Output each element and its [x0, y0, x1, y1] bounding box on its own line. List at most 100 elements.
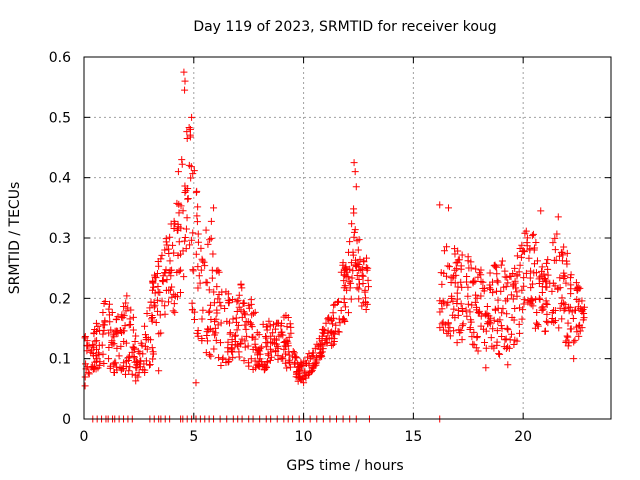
data-point: [114, 313, 122, 321]
data-point: [168, 293, 176, 301]
data-point: [83, 347, 91, 355]
data-point: [543, 301, 551, 309]
data-point: [197, 266, 205, 274]
data-point: [352, 262, 360, 270]
data-point: [551, 246, 559, 254]
data-point: [454, 283, 462, 291]
data-point: [363, 254, 371, 262]
data-point: [541, 327, 549, 335]
data-point: [353, 263, 361, 271]
data-point: [155, 367, 163, 375]
data-point: [101, 317, 109, 325]
data-point: [129, 313, 137, 321]
data-point: [532, 239, 540, 247]
data-point: [218, 355, 226, 363]
data-point: [319, 345, 327, 353]
data-point: [203, 337, 211, 345]
data-point: [498, 333, 506, 341]
data-point: [87, 346, 95, 354]
data-point: [318, 332, 326, 340]
data-point: [491, 305, 499, 313]
data-point: [579, 316, 587, 324]
data-point: [166, 267, 174, 275]
data-point: [188, 236, 196, 244]
data-point: [269, 329, 277, 337]
data-point: [189, 266, 197, 274]
data-point: [355, 275, 363, 283]
data-point: [212, 336, 220, 344]
data-point: [190, 167, 198, 175]
data-point: [567, 281, 575, 289]
data-point: [279, 355, 287, 363]
data-point: [565, 339, 573, 347]
data-point: [116, 364, 124, 372]
data-point: [436, 324, 444, 332]
data-point: [162, 266, 170, 274]
data-point: [124, 356, 132, 364]
data-point: [285, 351, 293, 359]
data-point: [340, 299, 348, 307]
data-point: [486, 284, 494, 292]
data-point: [350, 209, 358, 217]
data-point: [293, 354, 301, 362]
data-point: [148, 344, 156, 352]
data-point: [510, 316, 518, 324]
data-point: [215, 291, 223, 299]
data-point: [193, 329, 201, 337]
data-point: [179, 207, 187, 215]
data-point: [100, 326, 108, 334]
data-point: [511, 277, 519, 285]
data-point: [524, 296, 532, 304]
data-point: [446, 324, 454, 332]
data-point: [182, 225, 190, 233]
data-point: [241, 337, 249, 345]
data-point: [462, 306, 470, 314]
data-point: [240, 357, 248, 365]
data-point: [255, 347, 263, 355]
data-point: [504, 279, 512, 287]
data-point: [237, 281, 245, 289]
data-point: [472, 344, 480, 352]
data-point: [225, 319, 233, 327]
data-point: [575, 332, 583, 340]
data-point: [349, 251, 357, 259]
data-point: [548, 314, 556, 322]
data-point: [93, 355, 101, 363]
data-point: [493, 270, 501, 278]
data-point: [176, 288, 184, 296]
data-point: [108, 308, 116, 316]
data-point: [212, 315, 220, 323]
data-point: [487, 285, 495, 293]
data-point: [457, 300, 465, 308]
data-point: [253, 329, 261, 337]
data-point: [564, 342, 572, 350]
data-point: [188, 299, 196, 307]
data-point: [278, 319, 286, 327]
data-point: [468, 301, 476, 309]
data-point: [206, 236, 214, 244]
data-point: [214, 321, 222, 329]
data-point: [231, 338, 239, 346]
data-point: [249, 309, 257, 317]
data-point: [306, 369, 314, 377]
data-point: [140, 360, 148, 368]
data-point: [148, 317, 156, 325]
data-point: [319, 325, 327, 333]
data-point: [518, 241, 526, 249]
data-point: [555, 252, 563, 260]
data-point: [82, 360, 90, 368]
data-point: [538, 272, 546, 280]
data-point: [110, 333, 118, 341]
data-point: [510, 340, 518, 348]
data-point: [556, 274, 564, 282]
data-point: [232, 314, 240, 322]
data-point: [534, 320, 542, 328]
data-point: [263, 323, 271, 331]
y-tick-label: 0.5: [49, 110, 71, 126]
data-point: [233, 307, 241, 315]
data-point: [236, 340, 244, 348]
data-point: [114, 329, 122, 337]
data-point: [562, 279, 570, 287]
data-point: [161, 302, 169, 310]
data-point: [177, 266, 185, 274]
